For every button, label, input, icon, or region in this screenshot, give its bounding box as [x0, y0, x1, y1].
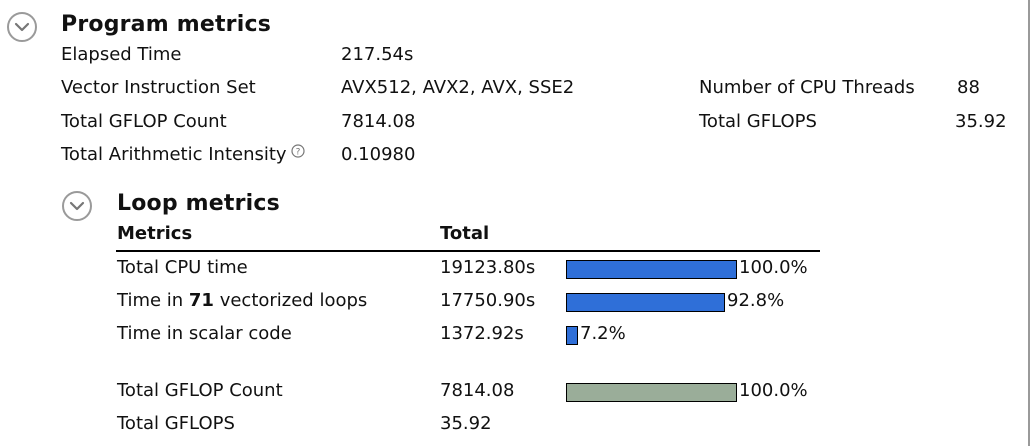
loop-row-value: 17750.90s — [440, 290, 536, 311]
cpu-threads-label: Number of CPU Threads — [699, 77, 915, 98]
loop-row-label: Total CPU time — [117, 257, 248, 278]
elapsed-time-label: Elapsed Time — [61, 44, 182, 65]
vectorized-loop-count: 71 — [188, 290, 214, 311]
total-gflop-count-label: Total GFLOP Count — [61, 111, 227, 132]
arithmetic-intensity-label: Total Arithmetic Intensity — [61, 144, 287, 165]
program-collapse-chevron-down-icon[interactable] — [7, 12, 37, 42]
loop-row-label: Total GFLOPS — [117, 413, 235, 434]
loop-row-value: 1372.92s — [440, 323, 524, 344]
help-circle-icon[interactable]: ? — [290, 142, 305, 163]
label-part: Time in — [117, 290, 189, 311]
cpu-threads-value: 88 — [957, 77, 980, 98]
arithmetic-intensity-row: Total Arithmetic Intensity? — [61, 144, 305, 165]
loop-row-percent: 92.8% — [727, 290, 785, 311]
loop-row-label: Time in scalar code — [117, 323, 292, 344]
loop-row-value: 35.92 — [440, 413, 492, 434]
elapsed-time-value: 217.54s — [341, 44, 414, 65]
loop-row-percent: 100.0% — [739, 257, 808, 278]
metrics-column-header: Metrics — [117, 223, 193, 244]
total-column-header: Total — [440, 223, 490, 244]
loop-row-value: 7814.08 — [440, 380, 515, 401]
vector-instruction-set-value: AVX512, AVX2, AVX, SSE2 — [341, 77, 575, 98]
total-cpu-time-bar — [566, 260, 737, 279]
total-gflops-label: Total GFLOPS — [699, 111, 817, 132]
loop-collapse-chevron-down-icon[interactable] — [62, 191, 92, 221]
loop-row-label: Total GFLOP Count — [117, 380, 283, 401]
total-gflop-count-value: 7814.08 — [341, 111, 416, 132]
svg-text:?: ? — [295, 148, 300, 158]
total-gflops-value: 35.92 — [955, 111, 1007, 132]
gflop-count-bar — [566, 383, 737, 402]
arithmetic-intensity-value: 0.10980 — [341, 144, 416, 165]
loop-row-percent: 100.0% — [739, 380, 808, 401]
header-divider — [116, 250, 820, 252]
scalar-code-bar — [566, 326, 578, 345]
label-part: vectorized loops — [213, 290, 368, 311]
loop-row-label: Time in 71 vectorized loops — [117, 290, 367, 311]
vectorized-loops-bar — [566, 293, 725, 312]
program-metrics-title: Program metrics — [61, 12, 272, 37]
loop-metrics-title: Loop metrics — [117, 191, 280, 216]
loop-row-percent: 7.2% — [580, 323, 626, 344]
loop-row-value: 19123.80s — [440, 257, 536, 278]
vector-instruction-set-label: Vector Instruction Set — [61, 77, 256, 98]
